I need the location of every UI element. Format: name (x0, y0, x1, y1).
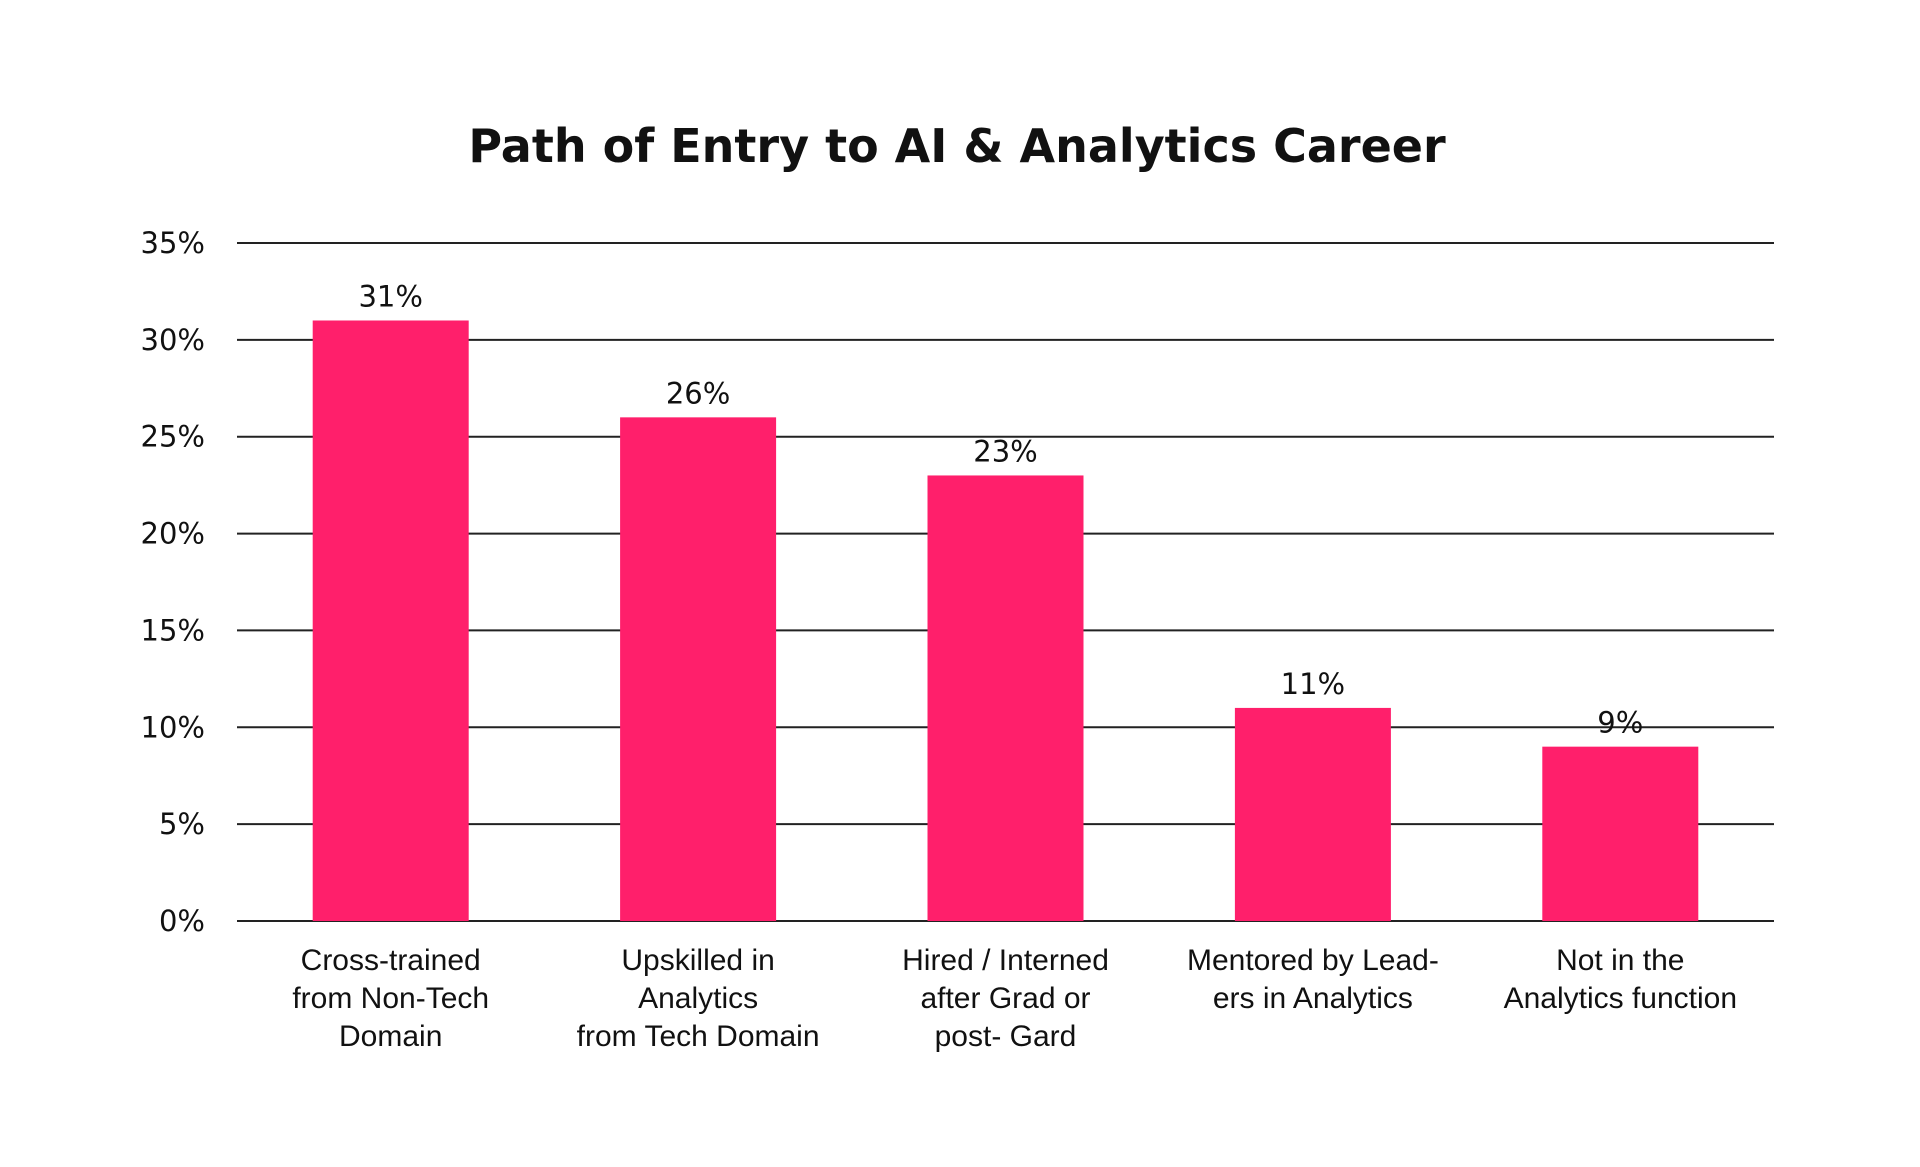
y-tick-label: 25% (141, 420, 205, 454)
y-tick-label: 30% (141, 323, 205, 357)
data-label: 31% (358, 279, 422, 313)
y-tick-label: 20% (141, 517, 205, 551)
y-axis-ticks: 0% 5% 10% 15% 20% 25% 30% 35% (141, 226, 205, 938)
bars (312, 320, 1699, 921)
y-tick-label: 5% (159, 807, 205, 841)
category-label: Analytics (638, 982, 758, 1015)
data-label: 11% (1281, 667, 1345, 701)
data-labels: 31% 26% 23% 11% 9% (358, 279, 1643, 739)
category-label: from Non-Tech (292, 982, 489, 1015)
bar (1542, 746, 1699, 921)
category-label: Not in the (1556, 944, 1684, 977)
category-label: Upskilled in (621, 944, 774, 977)
category-label: Domain (339, 1020, 442, 1053)
y-tick-label: 0% (159, 904, 205, 938)
data-label: 26% (666, 376, 730, 410)
bar (1234, 707, 1391, 921)
category-label: Mentored by Lead- (1187, 944, 1439, 977)
y-tick-label: 35% (141, 226, 205, 260)
data-label: 9% (1597, 706, 1643, 740)
y-tick-label: 10% (141, 710, 205, 744)
bar (312, 320, 469, 921)
category-label: after Grad or (920, 982, 1090, 1015)
category-label: ers in Analytics (1213, 982, 1413, 1015)
category-label: Analytics function (1504, 982, 1737, 1015)
y-tick-label: 15% (141, 613, 205, 647)
category-labels: Cross-trained from Non-Tech Domain Upskille… (292, 944, 1737, 1053)
category-label: from Tech Domain (577, 1020, 820, 1053)
chart-title: Path of Entry to AI & Analytics Career (468, 119, 1446, 173)
category-label: post- Gard (935, 1020, 1077, 1053)
bar (620, 417, 777, 921)
category-label: Cross-trained (301, 944, 481, 977)
category-label: Hired / Interned (902, 944, 1109, 977)
data-label: 23% (973, 434, 1037, 468)
bar (927, 475, 1084, 921)
